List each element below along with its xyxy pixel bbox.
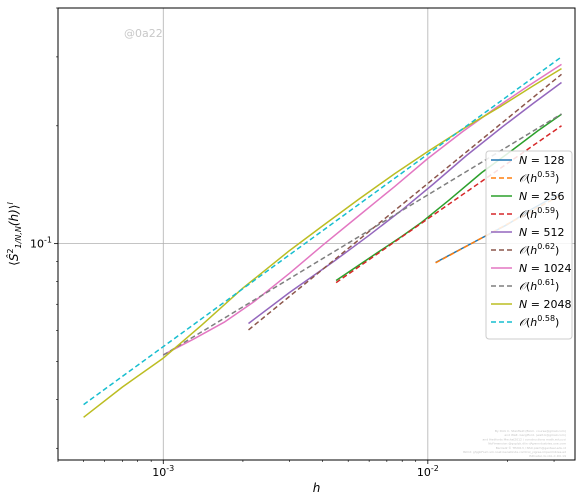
footnote-line: and Hedfords Mechal2012 / constructions … [483, 437, 567, 441]
footnote-line: Barriel2 © TE2013 / NS0 plarh@genteel.ed… [496, 446, 566, 450]
series-line-7 [162, 63, 562, 356]
legend-label: 𝒪(h0.62) [519, 242, 559, 257]
legend-label: 𝒪(h0.58) [519, 314, 559, 329]
axis-ticks: 10-3 10-2 10-1 [30, 7, 555, 479]
footnote: By Dick C. Stanfield (Biom. course@gmail… [463, 429, 566, 458]
legend-label: 𝒪(h0.53) [519, 170, 559, 185]
footnote-line: ISDnetal, bi.nbL.C.DU.19 [529, 454, 566, 458]
legend: N = 128 𝒪(h0.53) N = 256 𝒪(h0.59) N = 512 𝒪(h… [485, 150, 573, 340]
y-axis-label: ⟨Ŝ21/N,N(h)⟩I [6, 202, 23, 266]
legend-box [485, 150, 573, 340]
legend-label: N = 1024 [519, 262, 571, 275]
series-line-5 [248, 81, 562, 325]
legend-label: N = 256 [519, 190, 564, 203]
y-tick-label: 10-1 [30, 236, 52, 251]
series-line-6 [248, 73, 562, 331]
legend-label: 𝒪(h0.61) [519, 278, 559, 293]
svg-text:h: h [313, 481, 321, 495]
legend-label: N = 2048 [519, 298, 571, 311]
footnote-line: ISDnt: ghjgbFium sm.noet.Genetinda.comtr… [463, 450, 566, 454]
legend-label: N = 512 [519, 226, 564, 239]
plot-frame [57, 7, 576, 461]
footnote-line: and Walt. Gargtford. (walt.b@gmail.com) [504, 433, 566, 437]
footnote-line: NoFimension @qoplzk.dlin dApenndustries.… [488, 442, 566, 446]
footnote-line: By Dick C. Stanfield (Biom. course@gmail… [495, 429, 566, 433]
legend-label: N = 128 [519, 154, 564, 167]
watermark: @0a22 [124, 27, 163, 40]
x-axis-label: h [313, 481, 321, 495]
svg-text:⟨Ŝ21/N,N(h)⟩I: ⟨Ŝ21/N,N(h)⟩I [6, 202, 23, 266]
x-tick-label: 10-2 [417, 464, 439, 479]
x-tick-label: 10-3 [152, 464, 174, 479]
series-line-3 [335, 113, 562, 282]
series-line-10 [83, 56, 562, 406]
legend-label: 𝒪(h0.59) [519, 206, 559, 221]
series-line-9 [83, 67, 562, 418]
